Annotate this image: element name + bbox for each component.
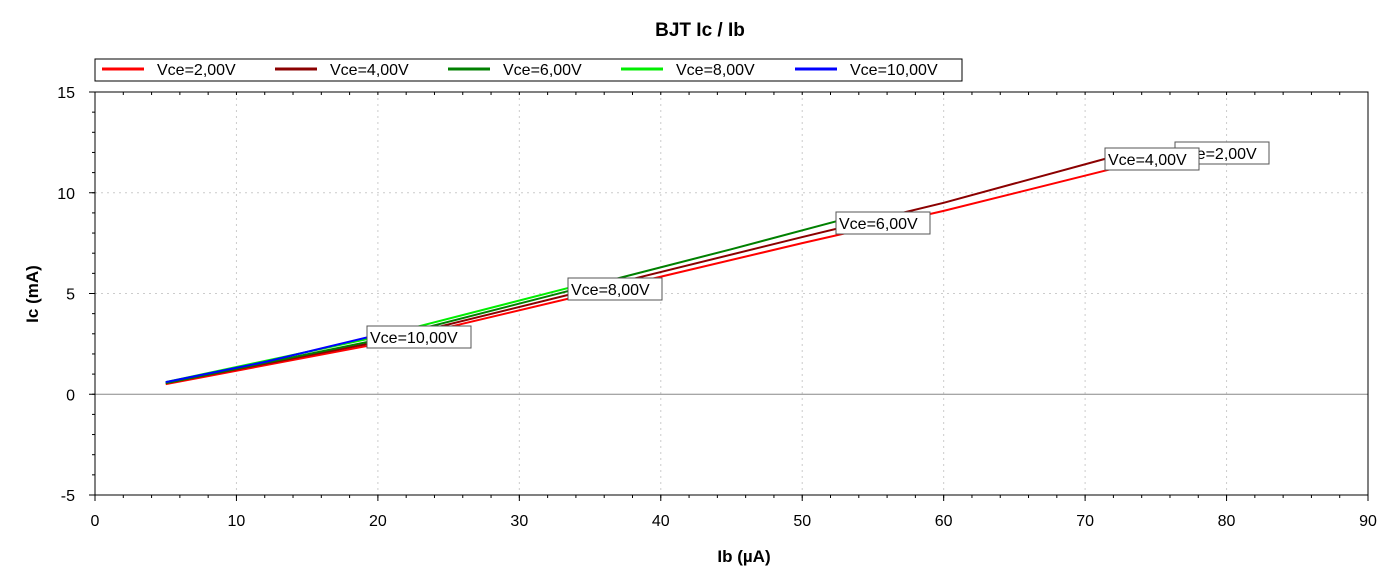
y-tick-label: 0 [66,387,75,404]
x-tick-label: 0 [91,513,100,530]
legend-label: Vce=6,00V [503,62,582,79]
legend-label: Vce=10,00V [850,62,938,79]
x-tick-label: 60 [935,513,953,530]
series-end-label-box [366,325,472,349]
series-end-label-box [1104,147,1200,171]
series-line-1 [165,157,1107,385]
y-tick-label: -5 [61,488,75,505]
x-axis-label: Ib (µA) [717,547,770,566]
series-end-label-box [567,277,663,301]
x-tick-label: 80 [1218,513,1236,530]
series-end-label: Vce=8,00V [571,282,650,299]
x-tick-label: 90 [1359,513,1377,530]
series-line-4 [165,335,370,384]
x-tick-label: 20 [369,513,387,530]
series-end-label: Vce=6,00V [839,216,918,233]
legend-label: Vce=8,00V [676,62,755,79]
x-tick-label: 10 [228,513,246,530]
y-axis-label: Ic (mA) [23,265,42,323]
legend-box [94,58,963,82]
x-tick-label: 30 [510,513,528,530]
chart-title: BJT Ic / Ib [655,20,745,41]
series-line-2 [165,219,838,385]
legend-label: Vce=2,00V [157,62,236,79]
x-tick-label: 70 [1076,513,1094,530]
series-line-0 [165,167,1114,386]
x-tick-label: 40 [652,513,670,530]
x-tick-label: 50 [793,513,811,530]
series-end-label-box [835,211,931,235]
y-tick-label: 10 [57,186,75,203]
y-tick-label: 15 [57,85,75,102]
legend-label: Vce=4,00V [330,62,409,79]
series-end-label: Vce=10,00V [370,330,458,347]
series-end-label: Vce=4,00V [1108,152,1187,169]
y-tick-label: 5 [66,287,75,304]
plot-frame [94,91,1369,496]
